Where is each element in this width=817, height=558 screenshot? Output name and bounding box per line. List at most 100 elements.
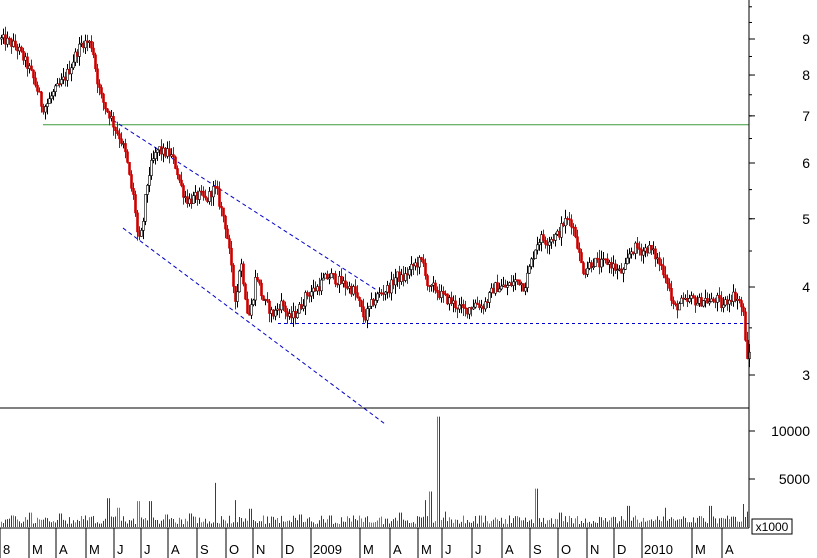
candle-body [46,103,49,107]
candle-body [718,295,721,299]
candle-body [564,218,567,227]
candle-body [20,46,23,52]
candle-body [662,265,665,276]
candle-body [150,160,153,176]
candle-body [132,187,135,195]
candle-body [82,42,85,49]
candle-body [252,299,255,305]
candle-body [94,54,97,70]
month-label: A [725,542,734,557]
candle-body [302,305,305,309]
candle-body [186,196,189,204]
candle-body [244,283,247,300]
candle-body [242,263,245,285]
candle-body [230,247,233,266]
candle-body [104,102,107,110]
candle-body [340,275,343,284]
month-label: D [285,542,294,557]
candle-body [192,195,195,204]
candle-body [176,168,179,176]
candle-body [102,93,105,103]
candle-body [518,279,521,286]
candle-body [164,147,167,157]
candle-body [722,304,725,308]
candle-body [80,42,83,45]
volume-unit-label: x1000 [756,520,789,534]
candle-body [54,85,57,92]
candle-body [182,185,185,198]
candle-body [12,40,15,47]
volume-tick-label: 5000 [779,471,810,487]
candle-body [32,69,35,79]
candle-body [210,191,213,198]
candle-body [116,130,119,134]
volume-panel [1,416,748,527]
candle-body [328,277,331,280]
candle-body [734,291,737,301]
candle-body [86,40,89,43]
candle-body [52,91,55,97]
candle-body [560,223,563,238]
candle-body [96,68,99,85]
candle-body [6,37,9,45]
candle-body [322,277,325,281]
candle-body [158,146,161,151]
candle-body [530,258,533,267]
candle-body [484,301,487,310]
month-label: N [590,542,599,557]
volume-unit-box [751,518,793,535]
candle-body [570,219,573,228]
candle-body [168,148,171,157]
candle-body [170,154,173,157]
candle-body [88,41,91,43]
candle-body [606,258,609,265]
candle-body [0,37,3,40]
candle-body [680,297,683,304]
candle-body [58,83,61,86]
candle-body [130,174,133,189]
candle-body [260,282,263,297]
candle-body [76,51,79,57]
candle-body [274,310,277,317]
month-label: D [617,542,626,557]
candle-body [256,277,259,281]
candle-body [420,257,423,260]
candle-body [216,186,219,189]
candle-body [592,266,595,269]
candle-body [574,226,577,238]
candle-body [262,295,265,301]
month-label: M [89,542,100,557]
candle-body [250,304,253,316]
month-label: J [475,542,482,557]
candle-body [122,143,125,145]
candle-body [672,300,675,304]
candle-body [376,293,379,301]
candle-body [654,248,657,260]
candle-body [202,190,205,197]
candle-body [688,298,691,302]
month-label: M [421,542,432,557]
candle-body [422,259,425,264]
candle-body [166,148,169,157]
candle-body [534,249,537,259]
candle-body [614,263,617,271]
candle-body [50,95,53,99]
candle-body [454,300,457,309]
candle-body [66,68,69,81]
candle-body [218,188,221,207]
candle-body [200,190,203,193]
candle-body [426,275,429,286]
candle-body [526,272,529,288]
candle-body [64,76,67,81]
candle-body [404,273,407,281]
candle-body [580,252,583,264]
candle-body [430,284,433,287]
candle-body [14,40,17,48]
candle-body [228,238,231,249]
candle-body [326,273,329,280]
candle-body [366,308,369,321]
candle-body [74,51,77,63]
candle-body [306,292,309,296]
candle-body [706,298,709,304]
candle-body [638,247,641,250]
